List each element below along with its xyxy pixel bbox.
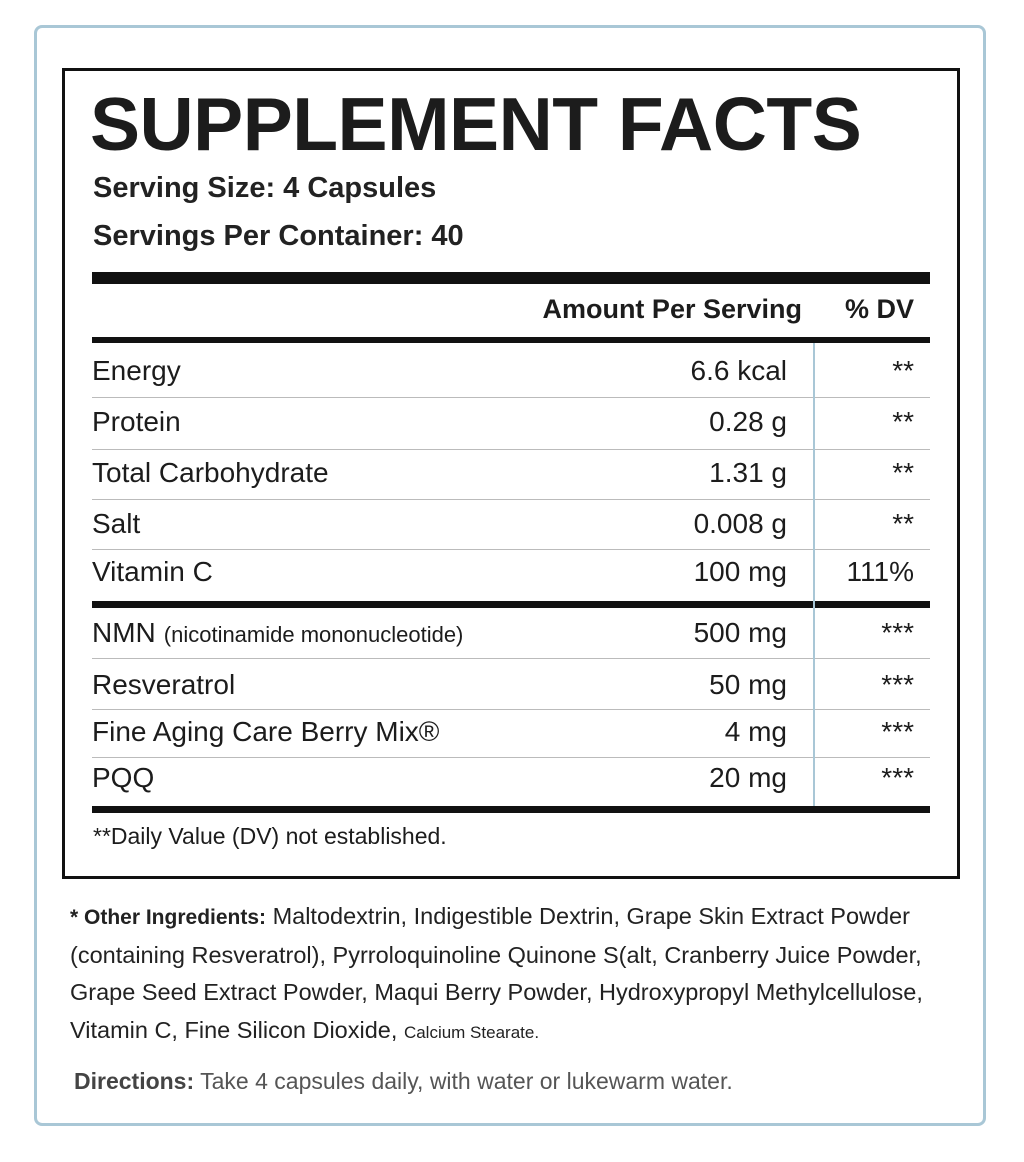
nutrient-note: (nicotinamide mononucleotide) — [163, 622, 464, 647]
daily-value: 111% — [846, 556, 914, 587]
amount: 500 mg — [693, 617, 787, 648]
facts-box — [62, 68, 960, 879]
table-row: Fine Aging Care Berry Mix® 4 mg *** — [0, 712, 1024, 752]
nutrient-name: Total Carbohydrate — [92, 453, 329, 493]
table-row: NMN (nicotinamide mononucleotide) 500 mg **… — [0, 613, 1024, 653]
nutrient-label: Protein — [92, 406, 181, 437]
nutrient-label: Fine Aging Care Berry Mix® — [92, 716, 440, 747]
nutrient-name: NMN (nicotinamide mononucleotide) — [92, 613, 463, 655]
daily-value: ** — [892, 457, 914, 488]
divider — [92, 337, 930, 343]
nutrient-label: Salt — [92, 508, 141, 539]
amount: 100 mg — [693, 556, 787, 587]
table-row: PQQ 20 mg *** — [0, 758, 1024, 798]
nutrient-label: Vitamin C — [92, 556, 213, 587]
outer-frame — [34, 25, 986, 1126]
daily-value: *** — [881, 762, 914, 793]
daily-value: *** — [881, 716, 914, 747]
amount: 0.28 g — [709, 406, 787, 437]
daily-value: ** — [892, 406, 914, 437]
other-ingredients: * Other Ingredients: Maltodextrin, Indig… — [70, 898, 970, 1051]
row-line — [92, 757, 930, 758]
directions-text: Take 4 capsules daily, with water or luk… — [200, 1068, 733, 1094]
nutrient-name: Fine Aging Care Berry Mix® — [92, 712, 439, 752]
divider — [92, 272, 930, 284]
nutrient-name: Vitamin C — [92, 552, 213, 592]
header-dv: % DV — [844, 294, 914, 324]
daily-value: ** — [892, 355, 914, 386]
nutrient-name: Resveratrol — [92, 665, 235, 705]
amount: 6.6 kcal — [690, 355, 788, 386]
header-amount: Amount Per Serving — [542, 294, 802, 324]
row-line — [92, 397, 930, 398]
footnote: **Daily Value (DV) not established. — [93, 823, 447, 849]
nutrient-label: NMN — [92, 617, 156, 648]
nutrient-label: Resveratrol — [92, 669, 236, 700]
nutrient-label: PQQ — [92, 762, 155, 793]
nutrient-name: Energy — [92, 351, 181, 391]
daily-value: ** — [892, 508, 914, 539]
table-row: Total Carbohydrate 1.31 g ** — [0, 453, 1024, 493]
amount: 50 mg — [709, 669, 787, 700]
serving-size: Serving Size: 4 Capsules — [93, 172, 437, 204]
nutrient-name: Salt — [92, 504, 140, 544]
row-line — [92, 709, 930, 710]
ingredients-label: * Other Ingredients: — [70, 906, 267, 929]
amount: 4 mg — [724, 716, 787, 747]
ingredients-small: Calcium Stearate. — [403, 1022, 540, 1042]
ingredients-text: Maltodextrin, Indigestible Dextrin, Grap… — [70, 903, 923, 1043]
table-row: Salt 0.008 g ** — [0, 504, 1024, 544]
divider — [92, 806, 930, 813]
directions-label: Directions: — [74, 1068, 195, 1094]
daily-value: *** — [881, 617, 914, 648]
amount: 20 mg — [709, 762, 787, 793]
column-line — [813, 343, 815, 806]
servings-per-container: Servings Per Container: 40 — [93, 220, 464, 252]
amount: 0.008 g — [693, 508, 787, 539]
nutrient-label: Total Carbohydrate — [92, 457, 329, 488]
row-line — [92, 549, 930, 550]
amount: 1.31 g — [709, 457, 787, 488]
nutrient-label: Energy — [92, 355, 181, 386]
row-line — [92, 499, 930, 500]
table-row: Protein 0.28 g ** — [0, 402, 1024, 442]
title: SUPPLEMENT FACTS — [90, 82, 862, 166]
table-row: Energy 6.6 kcal ** — [0, 351, 1024, 391]
table-row: Resveratrol 50 mg *** — [0, 665, 1024, 705]
directions: Directions: Take 4 capsules daily, with … — [74, 1068, 733, 1095]
table-row: Vitamin C 100 mg 111% — [0, 552, 1024, 592]
nutrient-name: PQQ — [92, 758, 154, 798]
daily-value: *** — [881, 669, 914, 700]
nutrient-name: Protein — [92, 402, 181, 442]
row-line — [92, 449, 930, 450]
divider — [92, 601, 930, 608]
row-line — [92, 658, 930, 659]
